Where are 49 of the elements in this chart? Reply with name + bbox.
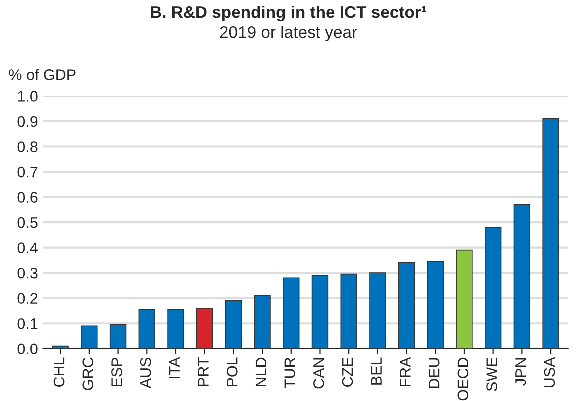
x-tick-label: AUS — [140, 358, 152, 389]
x-tick-label: FRA — [400, 357, 411, 387]
bar — [484, 227, 502, 349]
bar — [340, 274, 358, 349]
y-tick-label: 0.8 — [18, 142, 38, 152]
y-tick-label: 0.5 — [18, 217, 38, 228]
x-tick-label: CHL — [54, 358, 65, 387]
x-tick-label: GRC — [82, 358, 94, 390]
x-tick-label: DEU — [429, 358, 440, 388]
y-tick-label: 0.2 — [18, 293, 38, 304]
x-tick-label: PRT — [198, 358, 209, 386]
chart-title: B. R&D spending in the ICT sector¹ — [151, 6, 426, 22]
x-tick-label: ITA — [169, 357, 180, 378]
bar — [370, 272, 386, 349]
bar — [312, 275, 329, 349]
bar — [254, 295, 271, 349]
x-tick-label: CAN — [314, 358, 324, 389]
x-tick-label: OECD — [458, 358, 469, 401]
y-tick-label: 0.4 — [18, 242, 38, 254]
x-tick-label: ESP — [112, 358, 122, 387]
bar — [427, 261, 444, 349]
y-tick-label: 1.0 — [18, 91, 38, 102]
bar — [398, 262, 416, 349]
y-tick-label: 0.0 — [18, 344, 38, 355]
x-tick-label: SWE — [486, 358, 498, 392]
chart-subtitle: 2019 or latest year — [220, 26, 358, 42]
bar — [456, 250, 473, 349]
y-tick-label: 0.3 — [18, 268, 38, 279]
bar — [283, 278, 300, 349]
bar — [514, 204, 531, 349]
x-tick-label: TUR — [284, 358, 296, 388]
bar — [168, 309, 184, 349]
bar — [196, 308, 214, 349]
x-tick-label: CZE — [342, 358, 354, 387]
bar — [225, 300, 242, 349]
bar — [110, 324, 127, 349]
y-tick-label: 0.9 — [18, 116, 38, 128]
bar — [542, 118, 560, 349]
bar — [138, 309, 156, 349]
x-tick-label: NLD — [256, 358, 266, 387]
x-tick-label: JPN — [516, 358, 526, 386]
y-tick-label: 0.6 — [18, 192, 38, 203]
y-tick-label: 0.7 — [18, 166, 38, 178]
x-tick-label: BEL — [371, 358, 382, 385]
x-tick-label: POL — [226, 358, 238, 387]
bar — [81, 326, 98, 349]
x-tick-label: USA — [544, 357, 556, 388]
y-axis-title: % of GDP — [9, 69, 76, 80]
y-tick-label: 0.1 — [18, 318, 38, 330]
